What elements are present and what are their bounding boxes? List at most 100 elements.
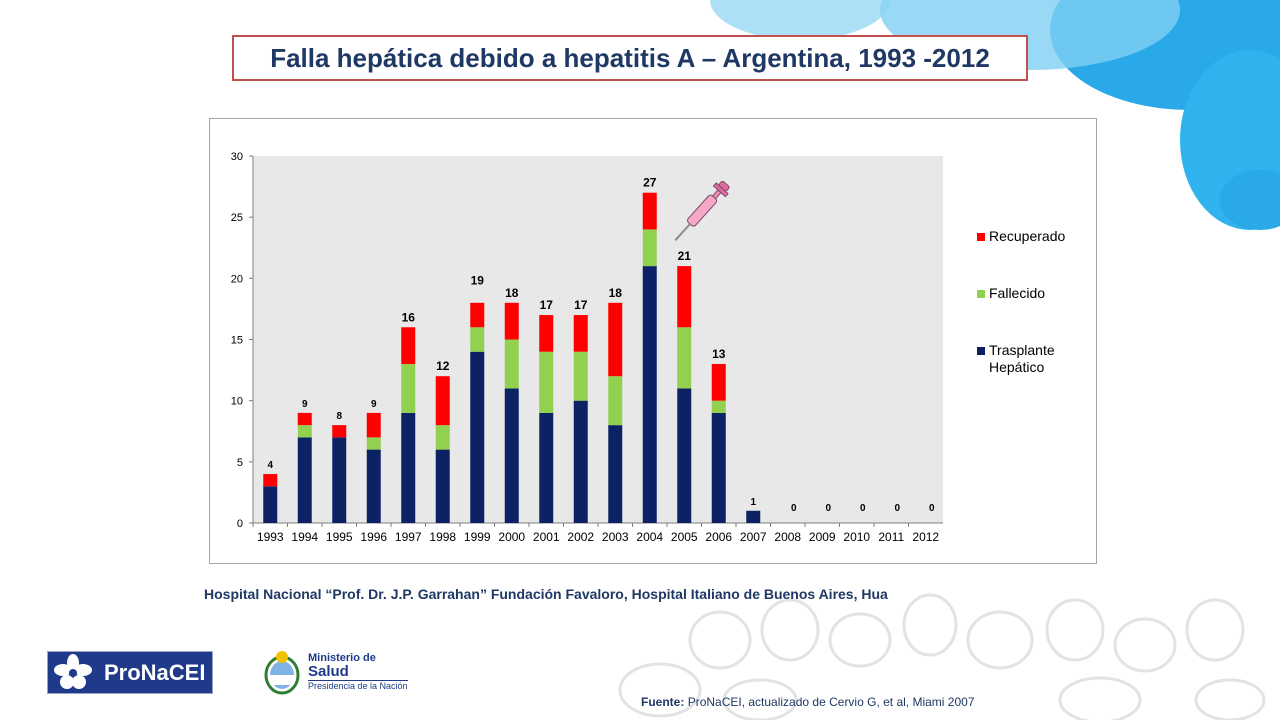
bar-segment (711, 363, 726, 401)
bar-segment (711, 400, 726, 413)
bar-segment (470, 327, 485, 352)
hospitals-caption: Hospital Nacional “Prof. Dr. J.P. Garrah… (204, 586, 888, 602)
x-tick-label: 2000 (498, 530, 525, 544)
y-tick-label: 20 (231, 273, 243, 285)
ministerio-line3: Presidencia de la Nación (308, 679, 408, 691)
bar-segment (435, 376, 450, 426)
bar-segment (401, 327, 416, 364)
x-tick-label: 2002 (567, 530, 594, 544)
legend-swatch (977, 347, 985, 355)
bar-segment (297, 437, 312, 523)
bar-segment (504, 339, 519, 389)
bar-total-label: 8 (336, 411, 342, 422)
bar-segment (608, 302, 623, 377)
bar-segment (539, 351, 554, 413)
pronacei-logo-text: ProNaCEI (104, 659, 206, 685)
stacked-bar-chart: 0510152025301993419949199581996919971619… (231, 151, 1066, 544)
bar-segment (746, 510, 761, 523)
x-tick-label: 1996 (360, 530, 387, 544)
bar-total-label: 0 (825, 503, 831, 514)
pronacei-flower-icon (54, 653, 92, 689)
bar-segment (263, 474, 278, 487)
bar-segment (642, 266, 657, 523)
bar-total-label: 9 (302, 399, 308, 410)
y-tick-label: 25 (231, 212, 243, 224)
x-tick-label: 1994 (291, 530, 318, 544)
legend-label: Trasplante Hepático (989, 342, 1055, 375)
bar-segment (435, 449, 450, 523)
x-tick-label: 2007 (740, 530, 767, 544)
bar-total-label: 13 (712, 347, 726, 361)
argentina-shield-icon (264, 651, 300, 695)
ministerio-line2: Salud (308, 663, 349, 681)
bar-total-label: 4 (267, 460, 273, 471)
bar-segment (504, 388, 519, 523)
bar-segment (366, 449, 381, 523)
y-tick-label: 0 (237, 518, 243, 530)
bar-total-label: 18 (505, 286, 519, 300)
bar-segment (539, 315, 554, 352)
x-tick-label: 2009 (809, 530, 836, 544)
bar-segment (642, 192, 657, 230)
source-note: Fuente: ProNaCEI, actualizado de Cervio … (641, 695, 975, 709)
bar-total-label: 21 (678, 249, 692, 263)
bar-total-label: 9 (371, 399, 377, 410)
legend-swatch (977, 233, 985, 241)
bar-total-label: 27 (643, 176, 657, 190)
bar-segment (677, 266, 692, 328)
y-tick-label: 30 (231, 151, 243, 163)
x-tick-label: 2004 (636, 530, 663, 544)
bar-total-label: 0 (860, 503, 866, 514)
x-tick-label: 2011 (878, 530, 904, 544)
bar-segment (366, 412, 381, 438)
x-tick-label: 1997 (395, 530, 422, 544)
x-tick-label: 2012 (912, 530, 939, 544)
ministerio-line1: Ministerio de (308, 651, 376, 664)
bar-total-label: 0 (894, 503, 900, 514)
bar-segment (435, 425, 450, 450)
x-tick-label: 1995 (326, 530, 353, 544)
source-text: ProNaCEI, actualizado de Cervio G, et al… (687, 695, 975, 709)
bar-segment (366, 437, 381, 450)
bar-segment (539, 412, 554, 523)
bar-segment (608, 425, 623, 523)
bar-segment (608, 376, 623, 426)
x-tick-label: 1998 (429, 530, 456, 544)
plot-area (253, 156, 943, 523)
y-tick-label: 5 (237, 457, 243, 469)
bar-segment (573, 400, 588, 523)
x-tick-label: 2010 (843, 530, 870, 544)
people-sketch-decoration (618, 593, 1266, 720)
y-tick-label: 10 (231, 396, 243, 408)
y-tick-label: 15 (231, 335, 243, 347)
bar-segment (401, 363, 416, 413)
x-tick-label: 2003 (602, 530, 629, 544)
bar-segment (297, 425, 312, 438)
x-tick-label: 2008 (774, 530, 801, 544)
bar-segment (677, 388, 692, 523)
bar-segment (677, 327, 692, 389)
bar-segment (401, 412, 416, 523)
legend-label: Recuperado (989, 228, 1065, 244)
legend-swatch (977, 290, 985, 298)
bar-segment (504, 302, 519, 340)
legend-label: Fallecido (989, 285, 1045, 301)
bar-segment (332, 425, 347, 438)
pronacei-logo: ProNaCEI (47, 651, 213, 694)
bar-total-label: 17 (574, 298, 588, 312)
bar-total-label: 1 (750, 497, 756, 508)
bar-segment (470, 302, 485, 328)
source-label: Fuente: (641, 695, 685, 709)
bar-total-label: 18 (609, 286, 623, 300)
x-tick-label: 2001 (533, 530, 560, 544)
chart-frame: 0 5 10 15 20 25 30 1993 4 1994 9 1995 8 1996 9 1997 16 19… (209, 118, 1097, 564)
bar-total-label: 19 (471, 274, 485, 288)
x-tick-label: 1999 (464, 530, 491, 544)
bar-segment (297, 412, 312, 426)
bar-segment (711, 412, 726, 523)
bar-segment (332, 437, 347, 523)
x-tick-label: 2005 (671, 530, 698, 544)
bar-segment (573, 351, 588, 401)
bar-segment (263, 486, 278, 523)
bar-total-label: 17 (540, 298, 554, 312)
